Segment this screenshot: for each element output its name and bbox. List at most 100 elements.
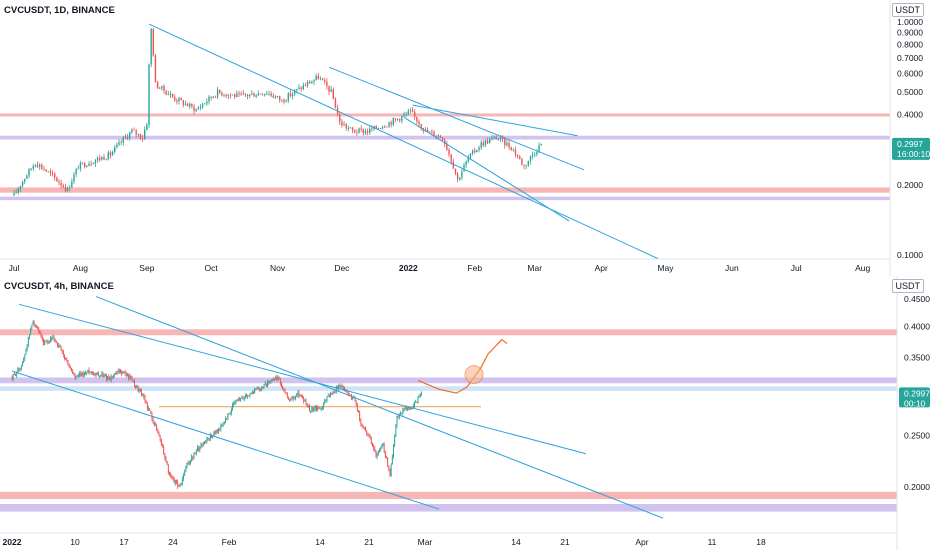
- candle-body: [30, 168, 32, 170]
- candle-body: [474, 150, 476, 153]
- candle-body: [325, 400, 327, 402]
- candle-body: [531, 154, 534, 157]
- candle-body: [66, 358, 68, 361]
- daily-chart-canvas[interactable]: 0.10000.20000.30000.40000.50000.60000.70…: [0, 0, 932, 276]
- candle-body: [44, 341, 46, 345]
- candle-body: [418, 121, 420, 125]
- trendline-1: [328, 66, 585, 171]
- candle-body: [179, 485, 181, 487]
- candle-body: [366, 131, 369, 133]
- candle-body: [65, 357, 67, 359]
- intraday-currency-label[interactable]: USDT: [891, 279, 924, 293]
- candle-body: [225, 95, 227, 97]
- zone-red-0: [0, 329, 897, 336]
- candle-body: [414, 112, 416, 117]
- candle-body: [142, 394, 144, 396]
- candle-body: [81, 162, 84, 164]
- candle-body: [221, 92, 223, 96]
- y-tick-label: 0.3500: [904, 352, 930, 362]
- candle-body: [52, 336, 54, 338]
- candle-body: [183, 475, 184, 480]
- daily-chart-pane[interactable]: 0.10000.20000.30000.40000.50000.60000.70…: [0, 0, 932, 276]
- y-tick-label: 0.7000: [897, 53, 923, 63]
- candle-body: [161, 85, 163, 89]
- candle-body: [221, 424, 223, 426]
- candle-body: [410, 408, 412, 410]
- candle-body: [282, 386, 284, 390]
- candle-body: [152, 419, 154, 423]
- candle-body: [135, 130, 137, 135]
- candle-body: [303, 397, 305, 402]
- candle-body: [446, 144, 448, 150]
- intraday-chart-pane[interactable]: 0.20000.25000.30000.35000.40000.45000.29…: [0, 276, 932, 550]
- candle-body: [360, 419, 362, 424]
- candle-body: [155, 424, 156, 426]
- candle-body: [318, 406, 320, 409]
- candle-body: [210, 96, 212, 98]
- candle-body: [506, 142, 508, 146]
- candle-body: [159, 436, 161, 440]
- candle-body: [265, 383, 267, 387]
- candle-body: [11, 378, 13, 379]
- candle-body: [243, 398, 245, 400]
- candle-body: [186, 103, 189, 107]
- y-tick-label: 0.2000: [904, 482, 930, 492]
- projection-arrowhead: [496, 338, 508, 345]
- candle-body: [276, 377, 278, 381]
- candle-body: [223, 422, 225, 425]
- candle-body: [229, 413, 231, 415]
- x-tick-label: Sep: [139, 263, 154, 273]
- candle-body: [138, 389, 140, 392]
- candle-body: [236, 399, 238, 401]
- candle-body: [169, 473, 170, 475]
- candle-body: [310, 410, 312, 412]
- candle-body: [373, 446, 375, 449]
- candle-body: [124, 372, 126, 375]
- candle-body: [113, 374, 114, 377]
- candle-body: [274, 379, 275, 381]
- candle-body: [320, 408, 322, 410]
- candle-body: [109, 152, 112, 156]
- candle-body: [398, 415, 400, 417]
- candle-body: [510, 147, 512, 151]
- candle-body: [208, 438, 210, 440]
- candle-body: [270, 380, 272, 382]
- zone-red-0: [0, 113, 890, 117]
- candle-body: [94, 160, 97, 164]
- candle-body: [295, 396, 296, 398]
- daily-currency-label[interactable]: USDT: [891, 3, 924, 17]
- candle-body: [228, 413, 230, 415]
- candle-body: [163, 446, 165, 455]
- intraday-chart-canvas[interactable]: 0.20000.25000.30000.35000.40000.45000.29…: [0, 276, 932, 550]
- candle-body: [379, 128, 382, 129]
- candle-body: [234, 94, 236, 97]
- candle-body: [123, 371, 125, 373]
- candle-body: [328, 395, 330, 398]
- candle-body: [154, 55, 157, 83]
- candle-body: [255, 95, 257, 97]
- candle-body: [88, 163, 90, 167]
- candle-body: [261, 94, 264, 96]
- candle-body: [130, 375, 132, 379]
- candle-body: [374, 448, 376, 451]
- candle-body: [272, 379, 274, 381]
- candle-body: [237, 399, 239, 401]
- candle-body: [190, 460, 191, 463]
- candle-body: [199, 446, 201, 451]
- candle-body: [343, 124, 345, 126]
- candle-body: [289, 93, 292, 97]
- candle-body: [390, 122, 392, 125]
- candle-body: [348, 393, 350, 395]
- candle-body: [165, 90, 167, 95]
- candle-body: [399, 118, 401, 121]
- candle-body: [105, 158, 107, 160]
- candle-body: [17, 188, 19, 193]
- candle-body: [277, 377, 279, 381]
- candle-body: [327, 395, 329, 397]
- candle-body: [250, 392, 252, 394]
- candle-body: [338, 385, 340, 389]
- candle-body: [293, 396, 295, 398]
- candle-body: [437, 135, 440, 137]
- candle-body: [300, 395, 302, 397]
- candle-body: [274, 96, 277, 98]
